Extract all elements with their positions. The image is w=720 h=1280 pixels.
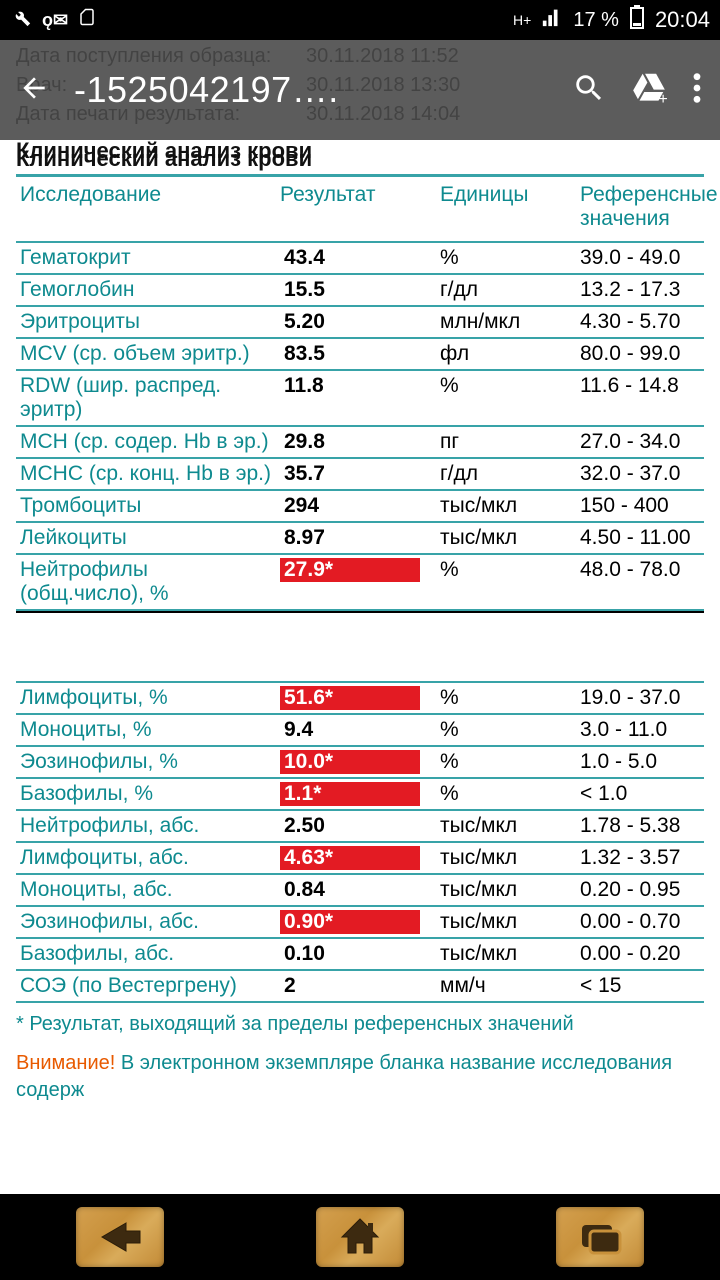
android-navbar [0,1194,720,1280]
nav-home-button[interactable] [240,1194,480,1280]
table-row: Тромбоциты294тыс/мкл150 - 400 [16,490,704,522]
footnote-text: * Результат, выходящий за пределы рефере… [16,1013,704,1036]
svg-text:+: + [659,90,668,106]
table-row: RDW (шир. распред. эритр)11.8%11.6 - 14.… [16,370,704,426]
document-body[interactable]: Клинический анализ крови ИсследованиеРез… [0,146,720,1108]
table-row: Моноциты, абс.0.84тыс/мкл0.20 - 0.95 [16,874,704,906]
back-icon[interactable] [18,72,50,109]
table-row: СОЭ (по Вестергрену)2мм/ч< 15 [16,970,704,1002]
network-type-label: H+ [513,12,531,28]
signal-icon [541,6,563,34]
table-row: Эритроциты5.20млн/мкл4.30 - 5.70 [16,306,704,338]
appbar: -1525042197…. + [0,40,720,140]
table-row: Базофилы, %1.1*%< 1.0 [16,778,704,810]
table-row: Гемоглобин15.5г/дл13.2 - 17.3 [16,274,704,306]
table-row: Моноциты, %9.4%3.0 - 11.0 [16,714,704,746]
warning-1: Внимание! В электронном экземпляре бланк… [16,1050,704,1108]
table-row: MCHC (ср. конц. Hb в эр.)35.7г/дл32.0 - … [16,458,704,490]
wrench-icon [10,6,32,34]
table-row: Лейкоциты8.97тыс/мкл4.50 - 11.00 [16,522,704,554]
table-row: MCV (ср. объем эритр.)83.5фл80.0 - 99.0 [16,338,704,370]
drive-icon[interactable]: + [630,69,668,112]
ok-icon: ǫ✉ [42,10,68,31]
more-icon[interactable] [692,71,702,110]
table-row: MCH (ср. содер. Hb в эр.)29.8пг27.0 - 34… [16,426,704,458]
appbar-title: -1525042197…. [74,69,548,111]
table-row: Эозинофилы, абс.0.90*тыс/мкл0.00 - 0.70 [16,906,704,938]
clock-label: 20:04 [655,7,710,33]
table-row: Гематокрит43.4%39.0 - 49.0 [16,242,704,274]
search-icon[interactable] [572,71,606,110]
nav-recent-button[interactable] [480,1194,720,1280]
invitro-link[interactable]: http://www.invitro.ru/ [16,1106,196,1108]
warning-highlight: Внимание! [16,1052,115,1074]
results-table: ИсследованиеРезультатЕдиницыРеференсные … [16,174,704,1003]
table-row: Лимфоциты, абс.4.63*тыс/мкл1.32 - 3.57 [16,842,704,874]
battery-icon [629,5,645,35]
nav-back-button[interactable] [0,1194,240,1280]
table-row: Нейтрофилы (общ.число), %27.9*%48.0 - 78… [16,554,704,610]
android-statusbar: ǫ✉ H+ 17 % 20:04 [0,0,720,40]
table-row: Нейтрофилы, абс.2.50тыс/мкл1.78 - 5.38 [16,810,704,842]
sim-icon [78,6,96,34]
table-row: Базофилы, абс.0.10тыс/мкл0.00 - 0.20 [16,938,704,970]
table-row: Эозинофилы, %10.0*%1.0 - 5.0 [16,746,704,778]
battery-pct-label: 17 % [573,9,619,32]
section-title: Клинический анализ крови [16,146,704,172]
table-row: Лимфоциты, %51.6*%19.0 - 37.0 [16,682,704,714]
